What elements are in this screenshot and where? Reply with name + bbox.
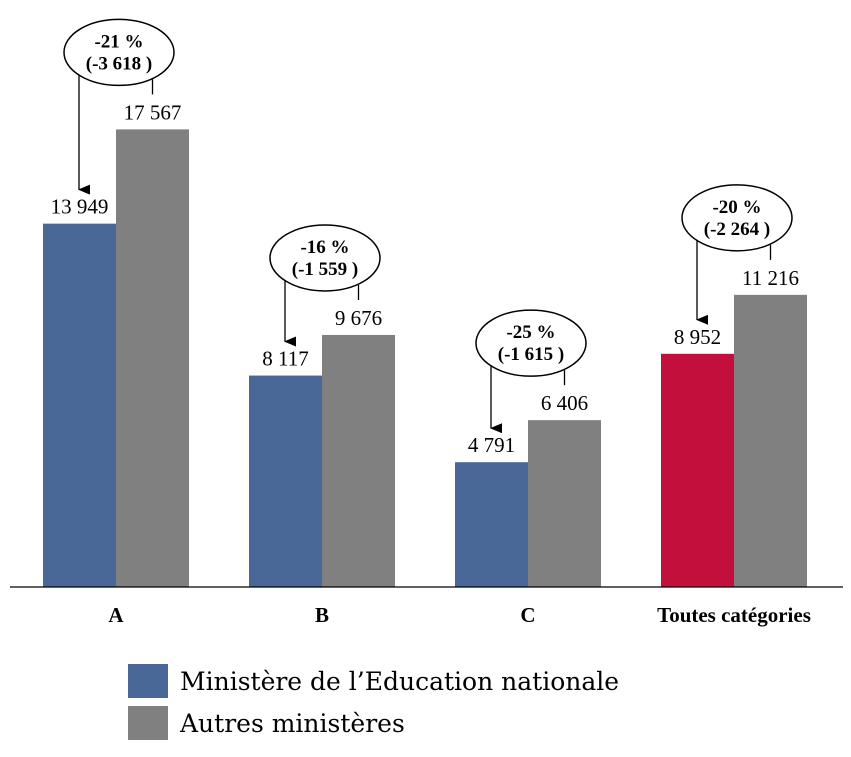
value-label-autres-ministeres-toutes-categories: 11 216	[742, 266, 799, 290]
value-label-ministere-de-l-education-nationale-b: 8 117	[262, 347, 308, 371]
value-label-ministere-de-l-education-nationale-c: 4 791	[468, 433, 515, 457]
annotation-ellipse-toutes-categories	[681, 184, 793, 252]
legend-label-autres-ministeres: Autres ministères	[180, 708, 405, 738]
legend-label-education-nationale: Ministère de l’Education nationale	[180, 666, 620, 696]
category-label-toutes-categories: Toutes catégories	[657, 603, 811, 627]
annotation-diff-c: (-1 615 )	[498, 344, 564, 365]
bar-ministere-de-l-education-nationale-toutes-categories	[661, 353, 734, 587]
annotation-diff-b: (-1 559 )	[292, 259, 358, 280]
category-label-a: A	[108, 603, 124, 627]
bar-autres-ministeres-toutes-categories	[734, 294, 807, 587]
legend-item-autres-ministeres: Autres ministères	[128, 702, 619, 744]
annotation-ellipse-c	[475, 309, 587, 377]
annotation-pct-b: -16 %	[300, 237, 349, 258]
annotation-pct-a: -21 %	[94, 31, 143, 52]
value-label-autres-ministeres-c: 6 406	[541, 391, 588, 415]
annotation-ellipse-b	[269, 224, 381, 292]
bar-autres-ministeres-b	[322, 334, 395, 587]
annotation-pct-toutes-categories: -20 %	[712, 197, 761, 218]
annotation-diff-a: (-3 618 )	[86, 53, 152, 74]
bar-ministere-de-l-education-nationale-c	[455, 462, 528, 587]
legend-item-education-nationale: Ministère de l’Education nationale	[128, 660, 619, 702]
legend-swatch-education-nationale	[128, 664, 168, 698]
legend-swatch-autres-ministeres	[128, 706, 168, 740]
bar-ministere-de-l-education-nationale-b	[249, 375, 322, 587]
bar-chart: 13 949 17 567 A -21 %(-3 618 ) 8 117 9 676 B -1…	[10, 18, 843, 627]
bar-autres-ministeres-a	[116, 129, 189, 587]
category-label-c: C	[520, 603, 535, 627]
annotation-ellipse-a	[63, 18, 175, 87]
bar-ministere-de-l-education-nationale-a	[43, 223, 116, 587]
value-label-ministere-de-l-education-nationale-a: 13 949	[51, 195, 109, 219]
value-label-autres-ministeres-b: 9 676	[335, 306, 382, 330]
legend: Ministère de l’Education nationale Autre…	[128, 660, 619, 744]
value-label-autres-ministeres-a: 17 567	[124, 100, 182, 124]
annotation-pct-c: -25 %	[506, 322, 555, 343]
annotation-diff-toutes-categories: (-2 264 )	[704, 219, 770, 240]
value-label-ministere-de-l-education-nationale-toutes-categories: 8 952	[674, 325, 721, 349]
category-label-b: B	[315, 603, 329, 627]
bar-autres-ministeres-c	[528, 420, 601, 587]
